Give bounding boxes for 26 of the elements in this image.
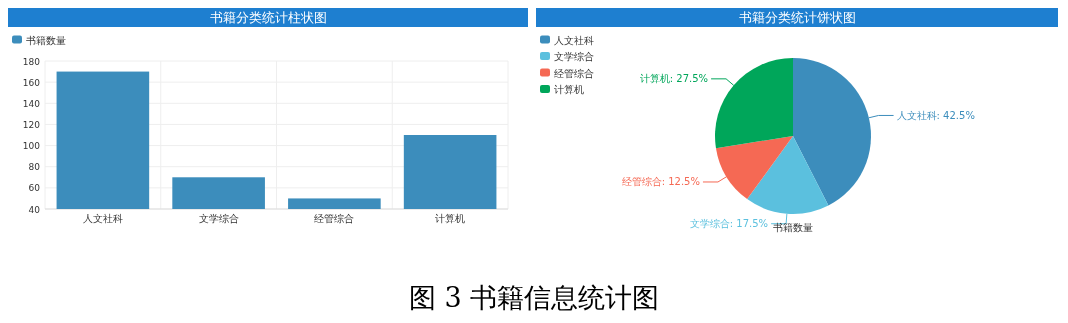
- caption: 图 3 书籍信息统计图: [408, 282, 660, 313]
- data-label: 文学综合: 17.5%: [689, 218, 769, 230]
- y-tick-label: 140: [22, 98, 41, 109]
- data-label: 计算机: 27.5%: [639, 73, 709, 85]
- text: 书籍数量: [773, 222, 813, 233]
- x-tick-label: 经管综合: [314, 213, 355, 224]
- pie-slice: [715, 58, 793, 149]
- y-tick-label: 120: [22, 119, 41, 130]
- x-tick-label: 计算机: [435, 213, 466, 224]
- legend-label: 经管综合: [554, 67, 594, 79]
- x-tick-label: 文学综合: [198, 213, 239, 224]
- y-tick-label: 100: [22, 141, 41, 152]
- y-tick-label: 180: [22, 56, 41, 67]
- chart-title: 书籍分类统计柱状图: [209, 10, 327, 25]
- x-tick-label: 人文社科: [82, 213, 123, 224]
- data-label: 人文社科: 42.5%: [896, 109, 975, 121]
- y-tick-label: 160: [22, 77, 41, 88]
- chart-title: 书籍分类统计饼状图: [738, 10, 856, 25]
- y-tick-label: 80: [28, 162, 41, 173]
- data-label: 经管综合: 12.5%: [621, 176, 700, 188]
- legend-label: 人文社科: [554, 34, 594, 46]
- y-tick-label: 40: [28, 204, 41, 215]
- y-tick-label: 60: [28, 183, 41, 194]
- legend-label: 计算机: [554, 84, 584, 95]
- legend-label: 文学综合: [554, 51, 594, 62]
- legend-label: 书籍数量: [26, 34, 66, 46]
